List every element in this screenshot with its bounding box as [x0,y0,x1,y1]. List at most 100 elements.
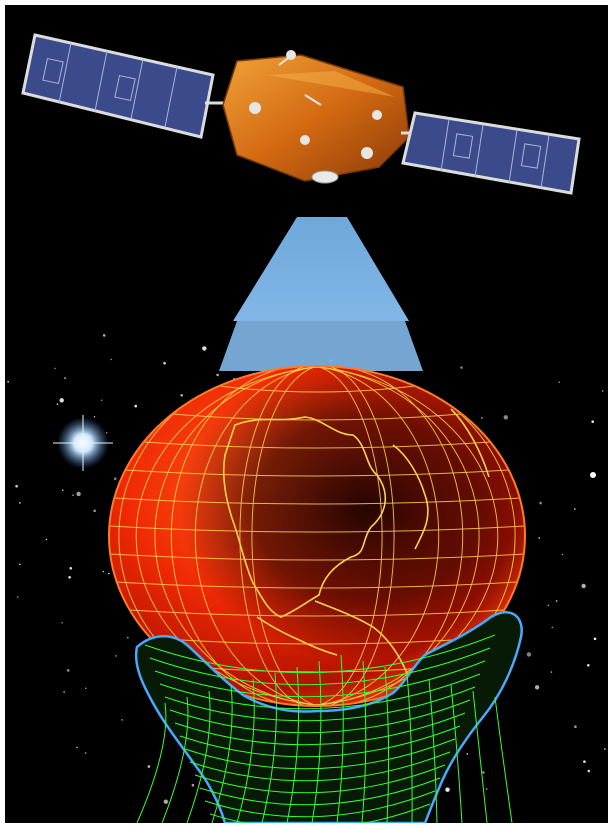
wireframe-hands [134,611,523,823]
star [547,604,550,607]
hand-mesh-line [361,660,367,823]
globe-meridian [170,366,440,706]
globe-meridian [154,366,516,706]
star [216,373,219,377]
hand-mesh-line [211,684,233,823]
hand-mesh-lines [136,634,513,823]
star [591,420,594,424]
star [16,596,19,598]
star [574,508,576,510]
star [45,538,48,541]
star [561,553,564,556]
star [538,537,540,539]
space-scene [7,33,606,823]
hand-mesh-line [189,751,451,782]
star [56,403,59,405]
hand-mesh-line [159,673,481,710]
star [551,626,554,629]
star [64,377,66,379]
globe-meridian [239,366,383,706]
star [555,600,558,602]
wireframe-globe [108,365,526,707]
star [583,760,586,763]
hand-mesh-line [428,678,438,823]
star [466,753,469,755]
star [76,491,81,497]
star [7,381,9,383]
star [15,484,18,488]
globe-grid-lines [109,366,525,706]
hand-mesh-line [450,684,463,823]
star [526,652,532,657]
hand-mesh-line [209,803,431,823]
star [550,671,553,673]
globe-meridian [135,366,525,706]
star [460,366,463,369]
hand-mesh-line [472,690,488,823]
star [102,334,106,337]
globe-parallel [109,525,525,533]
hand-mesh-line [136,702,167,823]
star [19,563,21,566]
star [574,725,577,728]
hand-mesh-line [174,712,466,746]
star [180,394,183,397]
hand-mesh-line [384,666,390,823]
globe-parallel [129,609,505,617]
star [202,346,207,351]
globe-meridian [251,366,395,706]
illustration-frame [5,5,608,823]
globe-parallel [110,553,524,561]
star [66,669,70,672]
hand-mesh-line [204,790,436,818]
globe-parallel [116,581,518,589]
star [115,655,117,657]
star [601,390,604,392]
globe-meridian [109,366,499,706]
star [121,719,123,721]
star [445,787,450,792]
hand-mesh-line [199,777,441,806]
star [19,502,21,504]
hand-mesh-line [169,699,471,734]
hand-mesh-line [261,672,277,823]
star [108,572,110,575]
right-solar-panel [401,111,581,195]
star [59,398,64,403]
star [93,415,96,418]
star [76,746,78,749]
signal-beam [219,217,423,371]
globe-parallel [125,469,509,477]
star [62,489,64,492]
star [163,361,166,365]
left-solar-panel [21,33,245,139]
globe-parallel [114,497,520,505]
star [127,636,129,639]
star [593,637,597,641]
star [503,415,508,420]
hand-mesh-line [286,666,300,823]
star [147,765,151,768]
star [72,494,74,496]
star [485,788,488,790]
hand-mesh-line [186,690,211,823]
star [100,399,103,402]
hand-mesh-line [406,672,413,823]
hand-mesh-line [311,660,322,823]
star [191,783,195,787]
hand-mesh-line [154,660,486,698]
globe-parallel [219,385,415,393]
star [134,404,137,408]
star [581,583,586,589]
hand-mesh-line [194,764,446,794]
hand-mesh-line [164,686,476,722]
star [63,691,65,693]
bright-star [53,415,113,471]
star [102,570,105,573]
star [93,509,96,513]
star [113,477,117,481]
globe-meridian [118,366,480,706]
globe-meridian [194,366,464,706]
star [68,576,71,579]
star [534,685,540,690]
